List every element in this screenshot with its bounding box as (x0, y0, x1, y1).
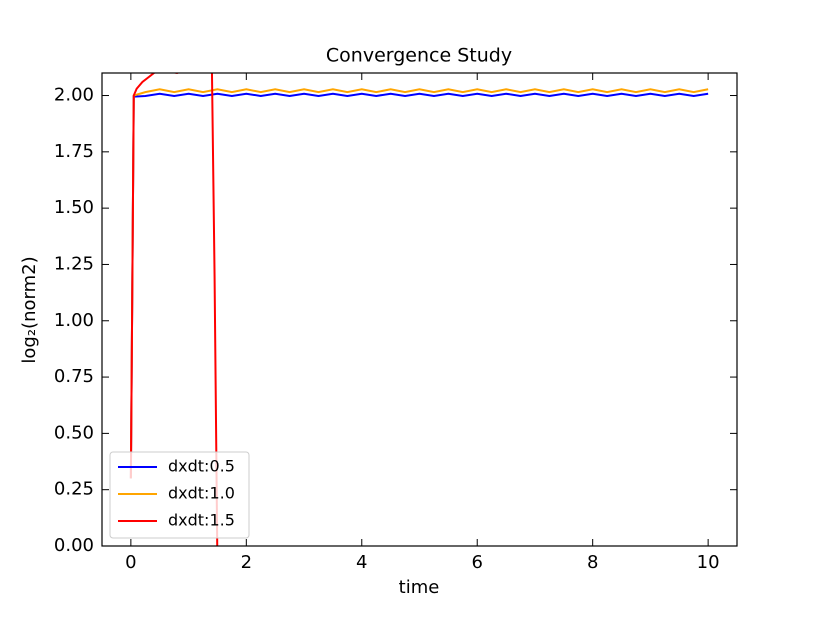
y-tick-label: 1.75 (54, 141, 94, 162)
line-series (129, 73, 219, 546)
chart-title: Convergence Study (326, 45, 512, 67)
y-tick-label: 2.00 (54, 85, 94, 106)
x-tick-label: 0 (125, 552, 136, 573)
line-series (129, 88, 709, 479)
x-tick-label: 2 (241, 552, 252, 573)
line-series (129, 92, 709, 479)
y-tick-label: 0.25 (54, 479, 94, 500)
y-tick-label: 1.00 (54, 310, 94, 331)
y-tick-label: 0.75 (54, 366, 94, 387)
y-tick-label: 0.00 (54, 535, 94, 556)
x-tick-label: 10 (697, 552, 720, 573)
y-tick-label: 1.50 (54, 197, 94, 218)
x-axis-label: time (399, 577, 440, 598)
x-tick-label: 4 (356, 552, 367, 573)
plot-frame (101, 72, 738, 547)
plot-area (129, 73, 709, 546)
legend-label: dxdt:1.0 (168, 484, 235, 503)
legend-label: dxdt:0.5 (168, 457, 235, 476)
x-tick-label: 6 (472, 552, 483, 573)
y-axis-label: log₂(norm2) (19, 256, 40, 363)
x-tick-label: 8 (587, 552, 598, 573)
legend-label: dxdt:1.5 (168, 511, 235, 530)
y-tick-label: 0.50 (54, 422, 94, 443)
y-tick-label: 1.25 (54, 253, 94, 274)
legend-box (109, 451, 250, 539)
